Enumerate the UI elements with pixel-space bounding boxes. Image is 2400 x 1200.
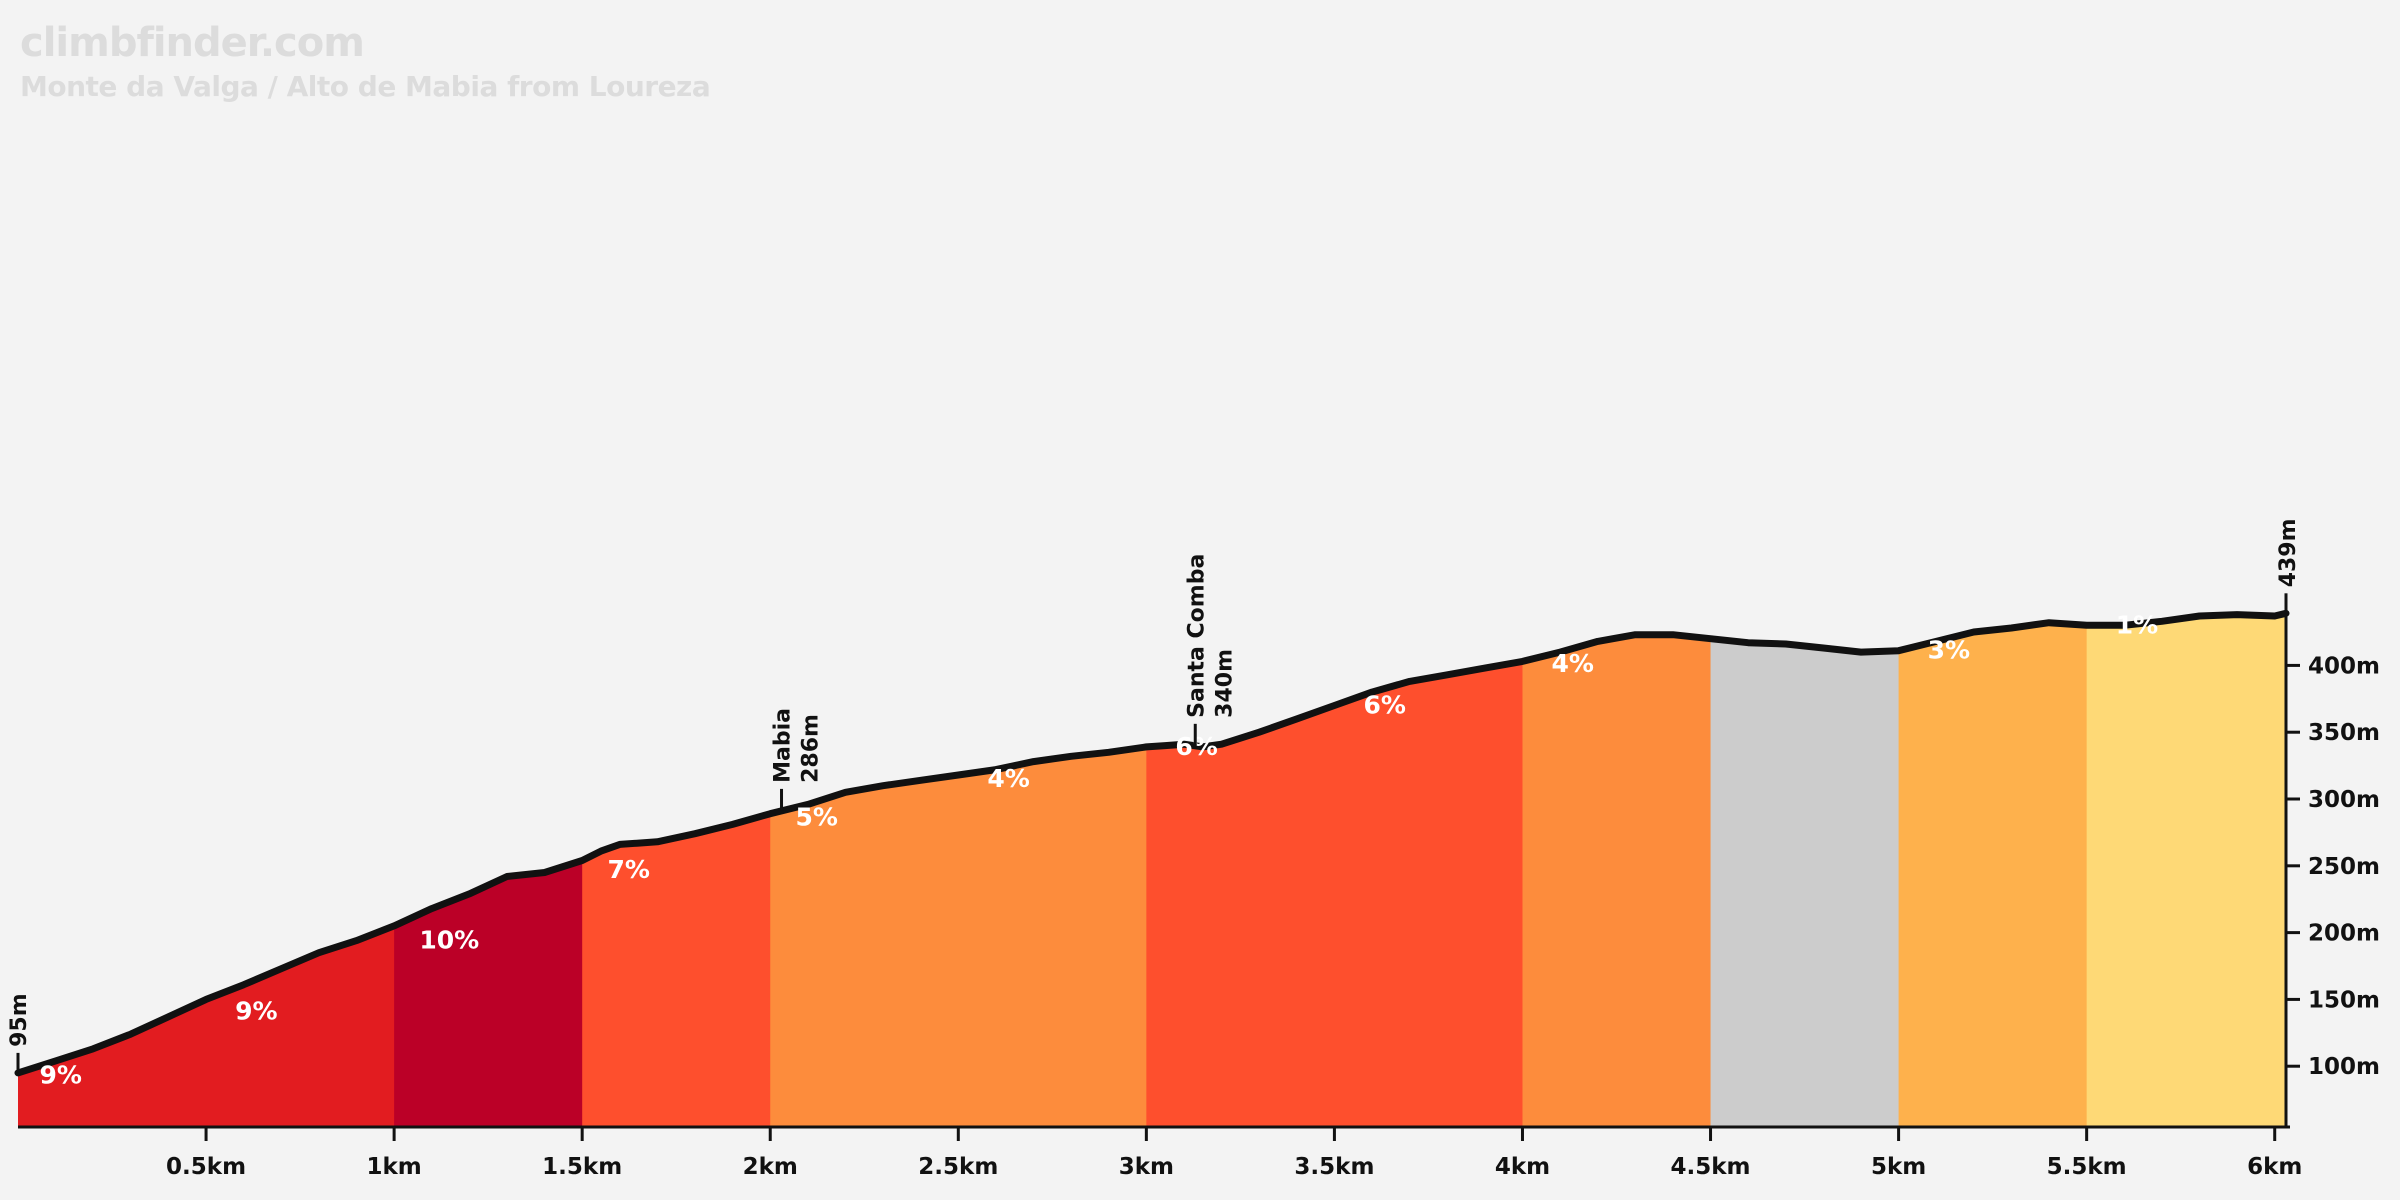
- segment-9: [2086, 613, 2286, 1127]
- gradient-label: 4%: [1552, 649, 1594, 678]
- climb-title: Monte da Valga / Alto de Mabia from Lour…: [20, 70, 711, 103]
- y-tick-label: 300m: [2308, 787, 2380, 813]
- y-tick-label: 250m: [2308, 854, 2380, 880]
- x-tick-label: 3.5km: [1294, 1154, 1374, 1180]
- gradient-label: 1%: [2116, 610, 2158, 639]
- segment-3: [582, 613, 771, 1127]
- y-tick-label: 350m: [2308, 720, 2380, 746]
- gradient-label: 7%: [607, 855, 649, 884]
- y-tick-label: 400m: [2308, 653, 2380, 679]
- gradient-label: 4%: [987, 764, 1029, 793]
- x-tick-label: 0.5km: [166, 1154, 246, 1180]
- x-tick-label: 4km: [1495, 1154, 1550, 1180]
- gradient-segments: [18, 613, 2286, 1127]
- x-tick-label: 5km: [1871, 1154, 1926, 1180]
- x-tick-label: 6km: [2247, 1154, 2302, 1180]
- gradient-label: 6%: [1363, 691, 1405, 720]
- waypoint-name: Santa Comba: [1184, 554, 1209, 718]
- gradient-label: 3%: [1928, 636, 1970, 665]
- x-tick-label: 1.5km: [542, 1154, 622, 1180]
- x-tick-label: 5.5km: [2047, 1154, 2127, 1180]
- segment-6: [1522, 613, 1712, 1127]
- profile-line: [14, 609, 2290, 1077]
- gradient-label: 9%: [40, 1061, 82, 1090]
- x-tick-label: 3km: [1119, 1154, 1174, 1180]
- y-tick-label: 200m: [2308, 921, 2380, 947]
- gradient-label: 9%: [235, 996, 277, 1025]
- y-tick-label: 100m: [2308, 1054, 2380, 1080]
- x-tick-label: 4.5km: [1671, 1154, 1751, 1180]
- waypoint-elevation: 286m: [799, 714, 824, 783]
- segment-8: [1898, 613, 2088, 1127]
- waypoint-elevation: 340m: [1212, 649, 1237, 718]
- end-elevation-label: 439m: [2276, 518, 2301, 587]
- gradient-label: 5%: [796, 803, 838, 832]
- x-tick-label: 1km: [366, 1154, 421, 1180]
- x-tick-label: 2.5km: [918, 1154, 998, 1180]
- start-elevation-label: 95m: [7, 993, 32, 1047]
- site-brand: climbfinder.com: [20, 20, 365, 66]
- segment-7: [1710, 613, 1900, 1127]
- y-tick-label: 150m: [2308, 987, 2380, 1013]
- waypoint-name: Mabia: [771, 708, 796, 783]
- gradient-label: 10%: [419, 926, 479, 955]
- x-tick-label: 2km: [743, 1154, 798, 1180]
- segment-1: [18, 613, 395, 1127]
- segment-4: [770, 613, 1147, 1127]
- segment-2: [394, 613, 583, 1127]
